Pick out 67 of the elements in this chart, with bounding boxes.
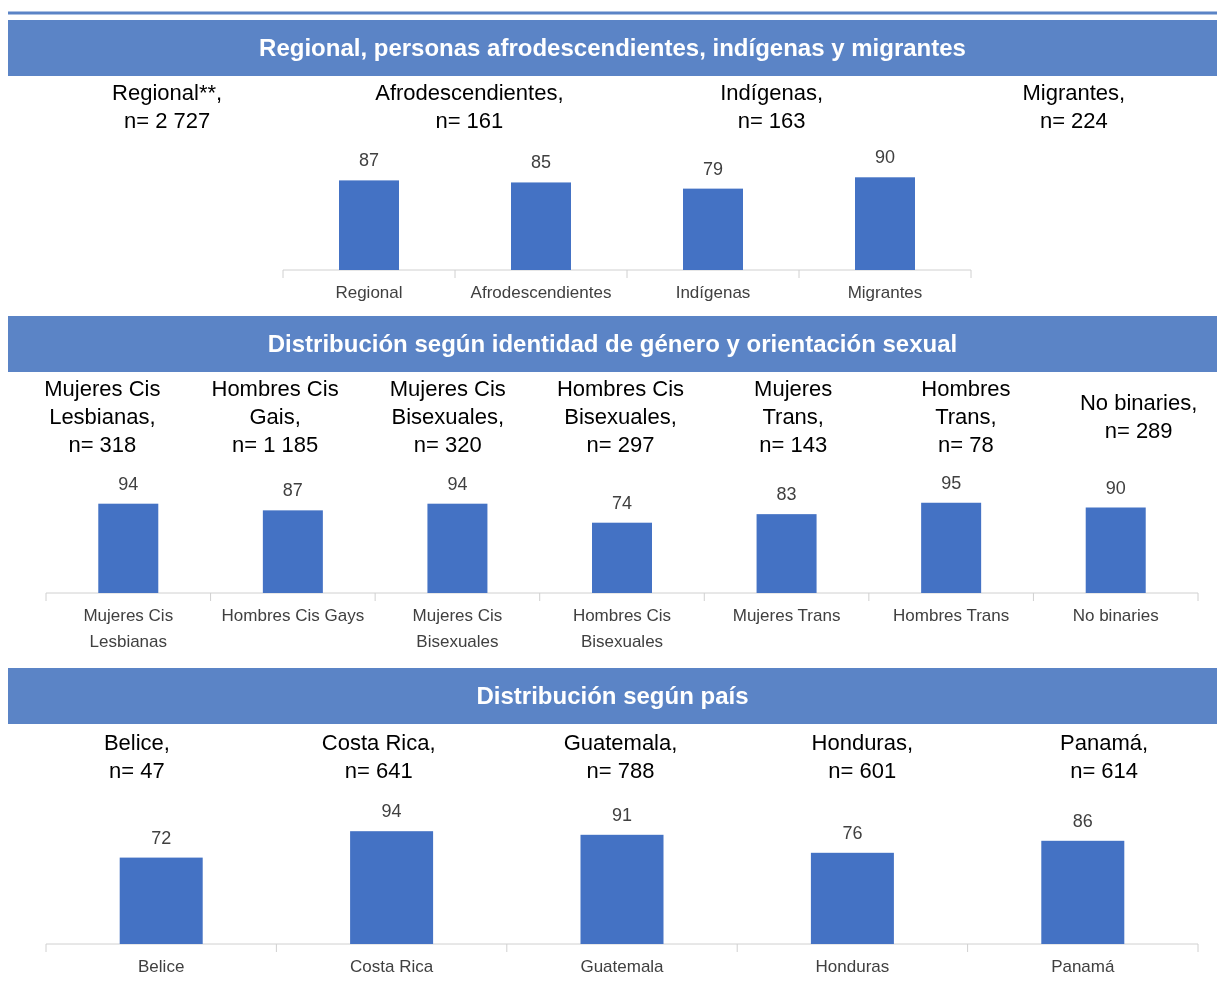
x-tick-label: Guatemala bbox=[580, 957, 665, 976]
x-tick-label: Costa Rica bbox=[350, 957, 434, 976]
x-tick-label: Afrodescendientes bbox=[470, 283, 612, 302]
text: Guatemala, n= 788 bbox=[563, 730, 678, 783]
bar bbox=[756, 514, 817, 593]
text: Honduras, n= 601 bbox=[811, 730, 914, 783]
text: Migrantes, n= 224 bbox=[1022, 80, 1126, 133]
bar bbox=[580, 834, 664, 944]
data-label: 90 bbox=[1105, 477, 1126, 498]
text: Belice, n= 47 bbox=[103, 730, 170, 783]
chart-title: Regional, personas afrodescendientes, indígenas y migrantes bbox=[259, 34, 966, 61]
x-tick-label: Indígenas bbox=[675, 283, 751, 302]
x-tick-label: Hombres Cis Bisexuales bbox=[572, 606, 672, 651]
bar bbox=[1041, 840, 1125, 944]
data-label: 94 bbox=[381, 801, 402, 822]
data-label: 72 bbox=[151, 827, 172, 848]
bar bbox=[119, 857, 203, 944]
text: Panamá, n= 614 bbox=[1060, 730, 1149, 783]
data-label: 83 bbox=[776, 484, 797, 505]
bar bbox=[262, 510, 323, 593]
x-tick-label: Migrantes bbox=[847, 283, 923, 302]
bar bbox=[810, 852, 894, 944]
data-label: 95 bbox=[941, 472, 962, 493]
data-label: 85 bbox=[530, 152, 552, 173]
data-label: 91 bbox=[611, 804, 633, 825]
text: Afrodescendientes, n= 161 bbox=[375, 80, 564, 133]
bar bbox=[683, 188, 743, 270]
bar bbox=[855, 177, 915, 270]
chart-title: Distribución según país bbox=[476, 682, 749, 709]
bar bbox=[339, 180, 399, 270]
chart-title: Distribución según identidad de género y orientación sexual bbox=[267, 330, 958, 357]
text: No binaries, n= 289 bbox=[1079, 390, 1198, 443]
bar bbox=[592, 522, 652, 593]
x-tick-label: Mujeres Cis Lesbianas bbox=[83, 606, 174, 651]
data-label: 79 bbox=[702, 158, 724, 179]
text: Hombres Cis Bisexuales, n= 297 bbox=[556, 376, 685, 457]
x-tick-label: Belice bbox=[138, 957, 185, 976]
text: Hombres Cis Gais, n= 1 185 bbox=[211, 376, 339, 457]
text: Mujeres Trans, n= 143 bbox=[754, 376, 833, 457]
x-tick-label: Panamá bbox=[1051, 957, 1115, 976]
text: Costa Rica, n= 641 bbox=[321, 730, 436, 783]
data-label: 87 bbox=[282, 480, 303, 501]
text: Hombres Trans, n= 78 bbox=[921, 376, 1011, 457]
x-tick-label: Mujeres Cis Bisexuales bbox=[412, 606, 503, 651]
data-label: 76 bbox=[842, 822, 863, 843]
data-label: 87 bbox=[358, 150, 380, 171]
data-label: 90 bbox=[874, 147, 896, 168]
text: Regional**, n= 2 727 bbox=[112, 80, 223, 133]
data-label: 94 bbox=[118, 473, 139, 494]
text: Mujeres Cis Lesbianas, n= 318 bbox=[44, 376, 161, 457]
x-tick-label: Hombres Cis Gays bbox=[221, 606, 365, 625]
bar bbox=[511, 182, 571, 270]
x-tick-label: Regional bbox=[335, 283, 403, 302]
bar bbox=[921, 502, 982, 593]
bar bbox=[98, 503, 159, 593]
data-label: 94 bbox=[447, 473, 468, 494]
x-tick-label: Honduras bbox=[815, 957, 890, 976]
data-label: 86 bbox=[1072, 810, 1093, 831]
x-tick-label: Hombres Trans bbox=[893, 606, 1010, 625]
bar bbox=[427, 503, 488, 593]
bar bbox=[350, 831, 434, 944]
text: Indígenas, n= 163 bbox=[720, 80, 823, 133]
bar bbox=[1085, 507, 1146, 593]
x-tick-label: Mujeres Trans bbox=[732, 606, 841, 625]
x-tick-label: No binaries bbox=[1072, 606, 1159, 625]
data-label: 74 bbox=[611, 492, 633, 513]
text: Mujeres Cis Bisexuales, n= 320 bbox=[389, 376, 506, 457]
